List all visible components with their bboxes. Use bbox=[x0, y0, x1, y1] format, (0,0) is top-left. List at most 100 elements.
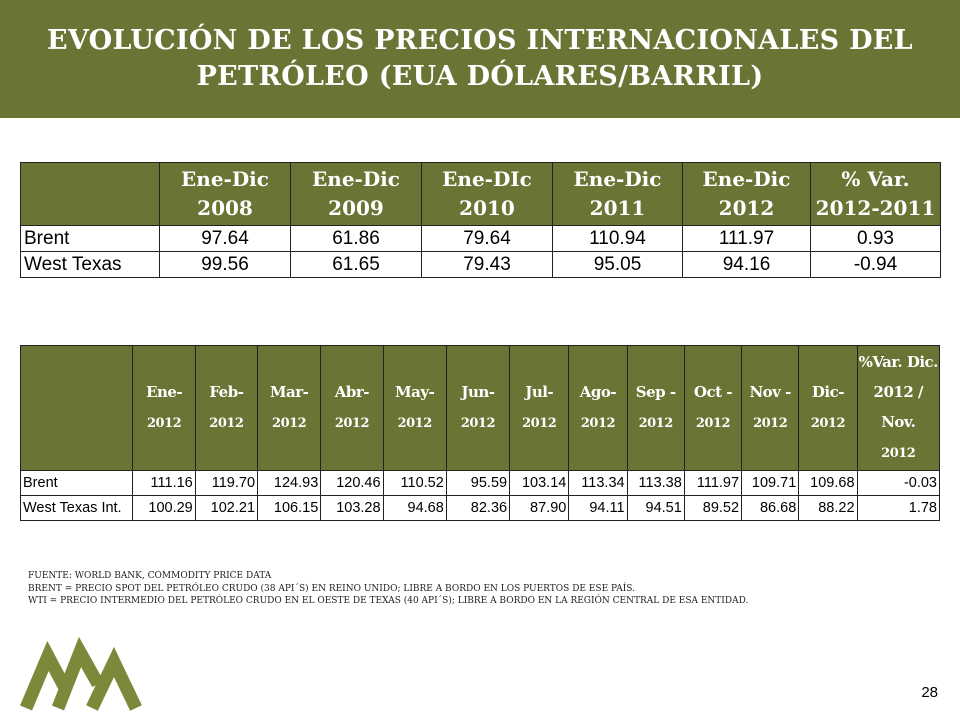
header-month: Feb- bbox=[209, 383, 244, 401]
table-row: Brent 111.16 119.70 124.93 120.46 110.52… bbox=[19, 470, 941, 496]
table-cell: 94.68 bbox=[382, 495, 447, 521]
header-month: Jul- bbox=[525, 383, 554, 401]
table-cell: 110.94 bbox=[552, 225, 683, 252]
footnote-brent: BRENT = PRECIO SPOT DEL PETRÓLEO CRUDO (… bbox=[28, 583, 636, 594]
header-year: 2012 bbox=[522, 416, 557, 431]
footnote-wti: WTI = PRECIO INTERMEDIO DEL PETRÓLEO CRU… bbox=[28, 596, 749, 606]
header-month: Jun- bbox=[461, 383, 495, 401]
header-month: Sep - bbox=[635, 383, 676, 401]
table-cell: 100.29 bbox=[132, 495, 196, 521]
annual-header-cell: Ene-Dic 2012 bbox=[682, 162, 811, 226]
header-year: 2012 bbox=[638, 416, 674, 431]
header-year: 2012 bbox=[695, 416, 731, 431]
page-number: 28 bbox=[921, 684, 938, 701]
monthly-header-cell: Dic- 2012 bbox=[798, 345, 858, 471]
header-month: Ago- bbox=[579, 383, 617, 401]
monthly-header-cell bbox=[19, 345, 134, 471]
header-year: 2012 bbox=[147, 416, 182, 431]
row-label: West Texas Int. bbox=[19, 495, 134, 521]
row-label: West Texas bbox=[20, 251, 160, 278]
header-month: %Var. Dic. 2012 / Nov. bbox=[858, 353, 939, 431]
table-cell: 109.71 bbox=[741, 470, 800, 496]
table-cell: 97.64 bbox=[159, 225, 291, 252]
table-cell: 111.97 bbox=[683, 470, 743, 496]
table-cell: 89.52 bbox=[683, 495, 743, 521]
header-year: 2012 bbox=[397, 416, 433, 431]
header-year: 2012 bbox=[334, 416, 370, 431]
annual-header-cell: Ene-DIc 2010 bbox=[421, 162, 553, 226]
table-cell: 87.90 bbox=[509, 495, 570, 521]
header-month: May- bbox=[395, 383, 435, 401]
table-cell: 124.93 bbox=[257, 470, 322, 496]
table-cell: 1.78 bbox=[856, 495, 941, 521]
table-cell: 111.97 bbox=[682, 225, 811, 252]
table-row: West Texas 99.56 61.65 79.43 95.05 94.16… bbox=[20, 251, 941, 278]
row-label: Brent bbox=[20, 225, 160, 252]
table-cell: 103.28 bbox=[320, 495, 384, 521]
table-cell: -0.94 bbox=[810, 251, 941, 278]
header-month: Nov - bbox=[749, 383, 791, 401]
monthly-header-cell: Jul- 2012 bbox=[509, 345, 570, 471]
header-month: Oct - bbox=[693, 383, 733, 401]
table-cell: 111.16 bbox=[132, 470, 196, 496]
monthly-header-cell: Sep - 2012 bbox=[626, 345, 685, 471]
table-cell: 113.34 bbox=[568, 470, 628, 496]
header-month: Ene- bbox=[146, 383, 183, 401]
header-month: Abr- bbox=[334, 383, 370, 401]
table-cell: 82.36 bbox=[445, 495, 511, 521]
table-cell: 0.93 bbox=[810, 225, 941, 252]
monthly-header-cell: Nov - 2012 bbox=[741, 345, 800, 471]
table-cell: 86.68 bbox=[741, 495, 800, 521]
row-label: Brent bbox=[19, 470, 134, 496]
table-cell: 119.70 bbox=[194, 470, 259, 496]
table-cell: 102.21 bbox=[194, 495, 259, 521]
table-row: Brent 97.64 61.86 79.64 110.94 111.97 0.… bbox=[20, 225, 941, 252]
table-cell: 95.05 bbox=[552, 251, 683, 278]
monthly-header-row: Ene- 2012 Feb- 2012 Mar- 2012 Abr- 2012 May-… bbox=[19, 345, 941, 471]
monthly-price-table: Ene- 2012 Feb- 2012 Mar- 2012 Abr- 2012 May-… bbox=[19, 345, 941, 521]
table-cell: 94.11 bbox=[568, 495, 628, 521]
monthly-header-cell: Jun- 2012 bbox=[445, 345, 511, 471]
header-month: Mar- bbox=[269, 383, 309, 401]
table-cell: 61.65 bbox=[290, 251, 422, 278]
page-title: EVOLUCIÓN DE LOS PRECIOS INTERNACIONALES… bbox=[47, 25, 913, 92]
header-year: 2012 bbox=[580, 416, 616, 431]
annual-header-cell: % Var. 2012-2011 bbox=[810, 162, 941, 226]
table-cell: -0.03 bbox=[856, 470, 941, 496]
monthly-header-cell: Ago- 2012 bbox=[568, 345, 628, 471]
table-cell: 120.46 bbox=[320, 470, 384, 496]
annual-price-table: Ene-Dic 2008 Ene-Dic 2009 Ene-DIc 2010 E… bbox=[20, 162, 941, 278]
title-banner: EVOLUCIÓN DE LOS PRECIOS INTERNACIONALES… bbox=[0, 0, 960, 118]
header-year: 2012 bbox=[460, 416, 496, 431]
annual-header-row: Ene-Dic 2008 Ene-Dic 2009 Ene-DIc 2010 E… bbox=[20, 162, 941, 226]
annual-header-cell: Ene-Dic 2009 bbox=[290, 162, 422, 226]
table-cell: 95.59 bbox=[445, 470, 511, 496]
header-year: 2012 bbox=[881, 446, 916, 461]
table-cell: 106.15 bbox=[257, 495, 322, 521]
table-cell: 110.52 bbox=[382, 470, 447, 496]
mountains-logo-icon bbox=[20, 636, 142, 711]
monthly-header-cell: Feb- 2012 bbox=[194, 345, 259, 471]
monthly-header-cell: %Var. Dic. 2012 / Nov. 2012 bbox=[856, 345, 941, 471]
monthly-header-cell: May- 2012 bbox=[382, 345, 447, 471]
annual-header-cell: Ene-Dic 2011 bbox=[552, 162, 683, 226]
monthly-header-cell: Mar- 2012 bbox=[257, 345, 322, 471]
table-cell: 94.16 bbox=[682, 251, 811, 278]
annual-header-cell bbox=[20, 162, 160, 226]
annual-header-cell: Ene-Dic 2008 bbox=[159, 162, 291, 226]
table-cell: 99.56 bbox=[159, 251, 291, 278]
table-cell: 94.51 bbox=[626, 495, 685, 521]
monthly-header-cell: Oct - 2012 bbox=[683, 345, 743, 471]
table-cell: 79.64 bbox=[421, 225, 553, 252]
header-year: 2012 bbox=[209, 416, 244, 431]
table-cell: 113.38 bbox=[626, 470, 685, 496]
header-year: 2012 bbox=[753, 416, 788, 431]
header-month: Dic- bbox=[811, 383, 845, 401]
footnotes: FUENTE: WORLD BANK, COMMODITY PRICE DATA… bbox=[28, 570, 928, 608]
table-cell: 61.86 bbox=[290, 225, 422, 252]
table-cell: 103.14 bbox=[509, 470, 570, 496]
table-row: West Texas Int. 100.29 102.21 106.15 103… bbox=[19, 495, 941, 521]
header-year: 2012 bbox=[272, 416, 307, 431]
table-cell: 88.22 bbox=[798, 495, 858, 521]
monthly-header-cell: Ene- 2012 bbox=[132, 345, 196, 471]
